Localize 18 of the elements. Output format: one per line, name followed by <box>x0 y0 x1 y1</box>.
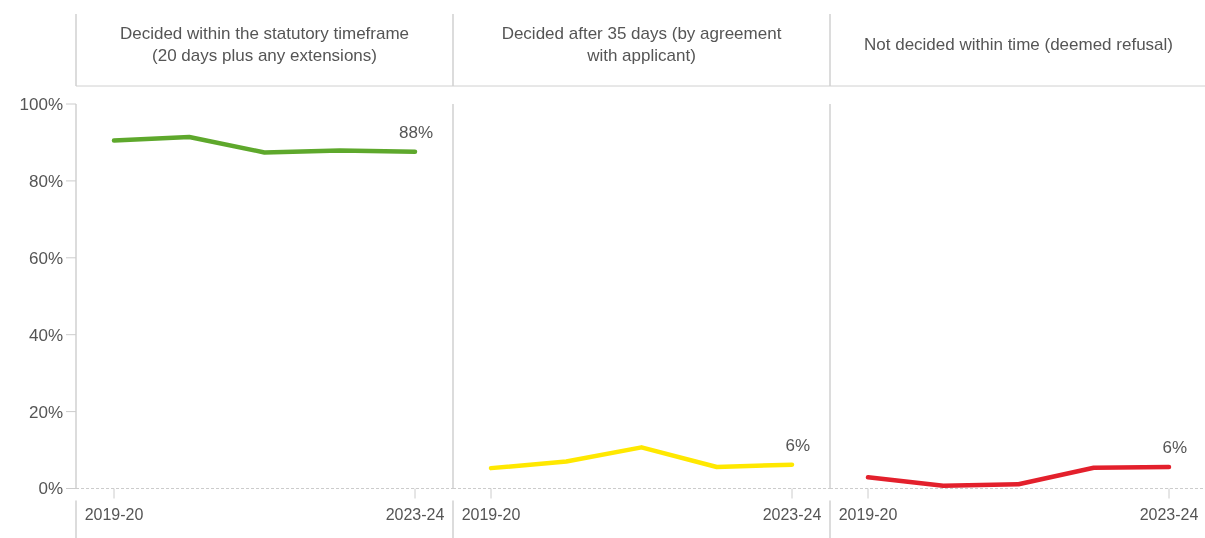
y-tick-label: 20% <box>28 402 63 422</box>
chart-title: Not decided within time (deemed refusal) <box>864 35 1173 54</box>
y-tick-label: 100% <box>19 94 63 114</box>
x-tick-label: 2023-24 <box>385 505 445 523</box>
y-tick-label: 60% <box>28 248 63 268</box>
data-label: 88% <box>398 122 433 142</box>
data-label: 6% <box>1162 437 1187 457</box>
data-label: 6% <box>785 435 810 455</box>
chart-title: Decided within the statutory timeframe (20 days plus any extensions) <box>119 24 410 65</box>
x-tick-label: 2019-20 <box>461 505 521 523</box>
y-tick-label: 0% <box>38 479 63 499</box>
x-tick-label: 2023-24 <box>1139 505 1199 523</box>
x-tick-label: 2019-20 <box>838 505 898 523</box>
y-tick-label: 80% <box>28 171 63 191</box>
x-tick-label: 2023-24 <box>762 505 822 523</box>
x-tick-label: 2019-20 <box>84 505 144 523</box>
y-tick-label: 40% <box>28 325 63 345</box>
chart-title: Decided after 35 days (by agreement with applicant) <box>501 24 782 65</box>
